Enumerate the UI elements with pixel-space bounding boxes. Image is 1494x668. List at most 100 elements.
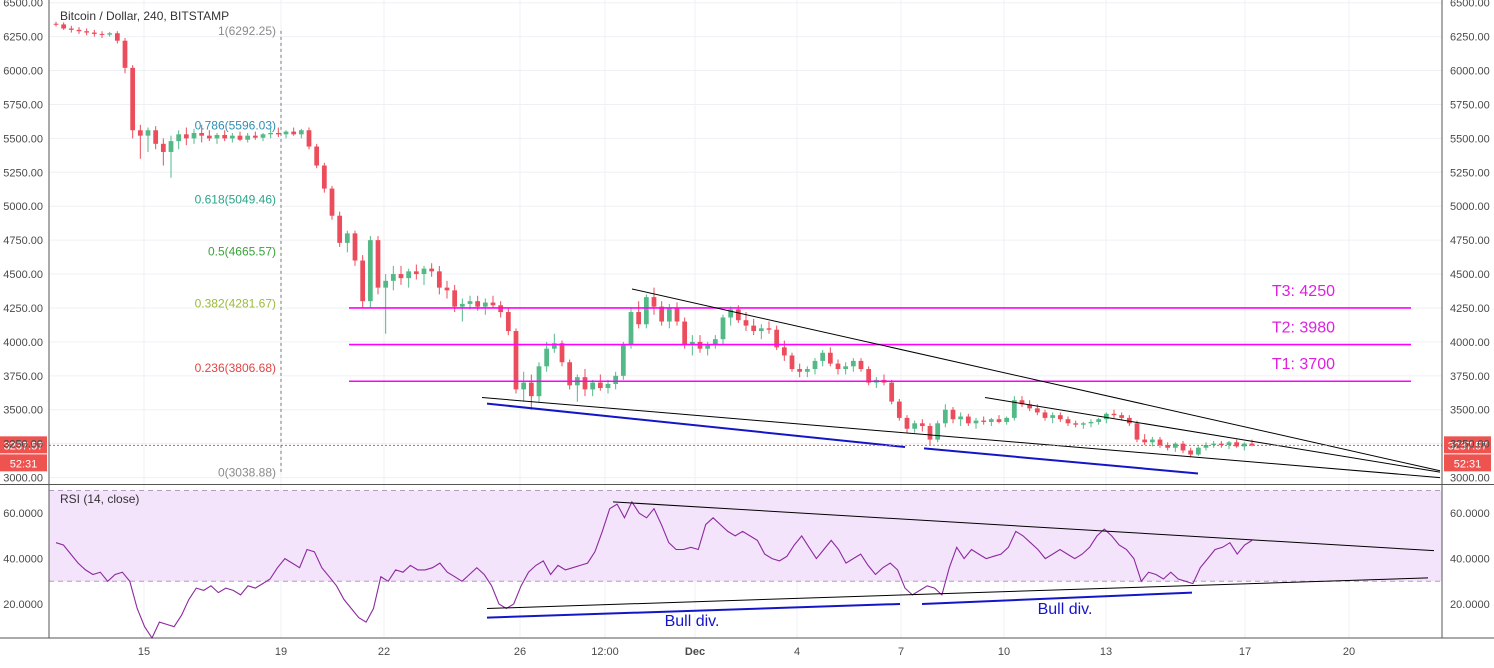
candle-body	[436, 271, 442, 288]
candle-body	[275, 132, 281, 135]
rsi-tick-label-left: 40.0000	[3, 554, 43, 566]
fib-level-label: 0.786(5596.03)	[195, 118, 276, 132]
candle-body	[889, 382, 895, 402]
candle-body	[245, 135, 251, 140]
countdown-text-right: 52:31	[1454, 458, 1482, 470]
candle-body	[774, 329, 780, 348]
price-tick-label-right: 4250.00	[1450, 303, 1490, 315]
candle-body	[1172, 443, 1178, 448]
current-price-tag-left	[0, 436, 47, 454]
candle-body	[797, 369, 803, 372]
candle-body	[168, 141, 174, 152]
candle-body	[206, 135, 212, 139]
candle-body	[705, 344, 711, 349]
candle-body	[467, 301, 473, 304]
candle-body	[965, 416, 971, 424]
rsi-tick-label-right: 20.0000	[1450, 599, 1490, 611]
candle-body	[160, 143, 166, 152]
candle-body	[827, 352, 833, 364]
candle-body	[904, 417, 910, 429]
fib-level-label: 0.5(4665.57)	[208, 245, 276, 259]
candle-body	[237, 135, 243, 140]
candle-body	[1211, 443, 1217, 446]
candle-body	[99, 33, 105, 35]
candle-body	[222, 134, 228, 139]
price-tick-label-left: 4000.00	[3, 337, 43, 349]
candle-body	[1088, 421, 1094, 424]
candle-body	[789, 355, 795, 370]
candle-body	[298, 130, 304, 135]
candle-body	[452, 290, 458, 307]
candle-body	[214, 134, 220, 139]
price-divergence-line	[486, 402, 906, 449]
labels: Bitcoin / Dollar, 240, BITSTAMP RSI (14,…	[60, 9, 229, 506]
candle-body	[666, 307, 672, 322]
candle-body	[306, 130, 312, 147]
candle-body	[76, 29, 82, 32]
candle-body	[843, 366, 849, 370]
candle-body	[268, 132, 274, 135]
axes: 15 19 22 26 12:00 Dec 4 7 10 13 17 20 3000.00 3000.00…	[3, 0, 1490, 658]
candle-body	[950, 409, 956, 420]
candle-body	[229, 135, 235, 139]
candle-body	[912, 423, 918, 429]
x-tick-label: 13	[1100, 646, 1112, 658]
candle-body	[858, 360, 864, 370]
x-tick-label: 15	[138, 646, 150, 658]
candle-body	[1203, 445, 1209, 448]
candle-body	[1065, 419, 1071, 424]
candle-body	[835, 363, 841, 370]
price-tick-label-right: 4750.00	[1450, 235, 1490, 247]
price-divergence-line	[923, 447, 1199, 475]
candle-body	[1050, 415, 1056, 418]
candle-body	[981, 420, 987, 422]
wedge-upper-line	[631, 288, 1441, 472]
bull-div-label: Bull div.	[1038, 601, 1093, 618]
candle-body	[91, 32, 97, 34]
candle-body	[674, 307, 680, 322]
candle-body	[1004, 417, 1010, 422]
candle-body	[176, 134, 182, 142]
x-tick-label: 12:00	[591, 646, 619, 658]
rsi-series: Bull div. Bull div.	[55, 500, 1435, 640]
price-tick-label-right: 5750.00	[1450, 99, 1490, 111]
fib-level-label: 0(3038.88)	[218, 465, 276, 479]
candle-body	[620, 344, 626, 376]
candle-body	[1226, 442, 1232, 446]
candle-body	[758, 328, 764, 332]
candle-body	[260, 134, 266, 138]
x-tick-label: 10	[998, 646, 1010, 658]
price-tick-label-right: 6000.00	[1450, 66, 1490, 78]
candle-body	[145, 130, 151, 136]
rsi-tick-label-left: 20.0000	[3, 599, 43, 611]
candle-body	[942, 409, 948, 424]
candle-body	[996, 419, 1002, 422]
candle-body	[329, 188, 335, 216]
candle-body	[689, 341, 695, 345]
price-tick-label-right: 3000.00	[1450, 473, 1490, 485]
x-tick-label: 20	[1343, 646, 1355, 658]
candle-body	[973, 420, 979, 424]
price-tick-label-left: 6250.00	[3, 32, 43, 44]
price-tick-label-left: 6000.00	[3, 66, 43, 78]
candle-body	[68, 28, 74, 30]
candle-body	[1080, 423, 1086, 425]
candle-body	[61, 24, 67, 29]
candle-body	[1119, 415, 1125, 418]
x-tick-label: 4	[794, 646, 800, 658]
candle-body	[605, 383, 611, 389]
candle-body	[314, 146, 320, 166]
price-tick-label-right: 6500.00	[1450, 0, 1490, 10]
candle-body	[1103, 413, 1109, 420]
candle-body	[521, 382, 527, 390]
candle-body	[743, 320, 749, 326]
rsi-tick-label-left: 60.0000	[3, 508, 43, 520]
candle-body	[252, 135, 258, 138]
candle-body	[505, 312, 511, 332]
candle-body	[1134, 423, 1140, 440]
candle-body	[597, 382, 603, 389]
price-tick-label-right: 3250.00	[1450, 439, 1490, 451]
candle-body	[935, 423, 941, 440]
candle-body	[567, 362, 573, 386]
